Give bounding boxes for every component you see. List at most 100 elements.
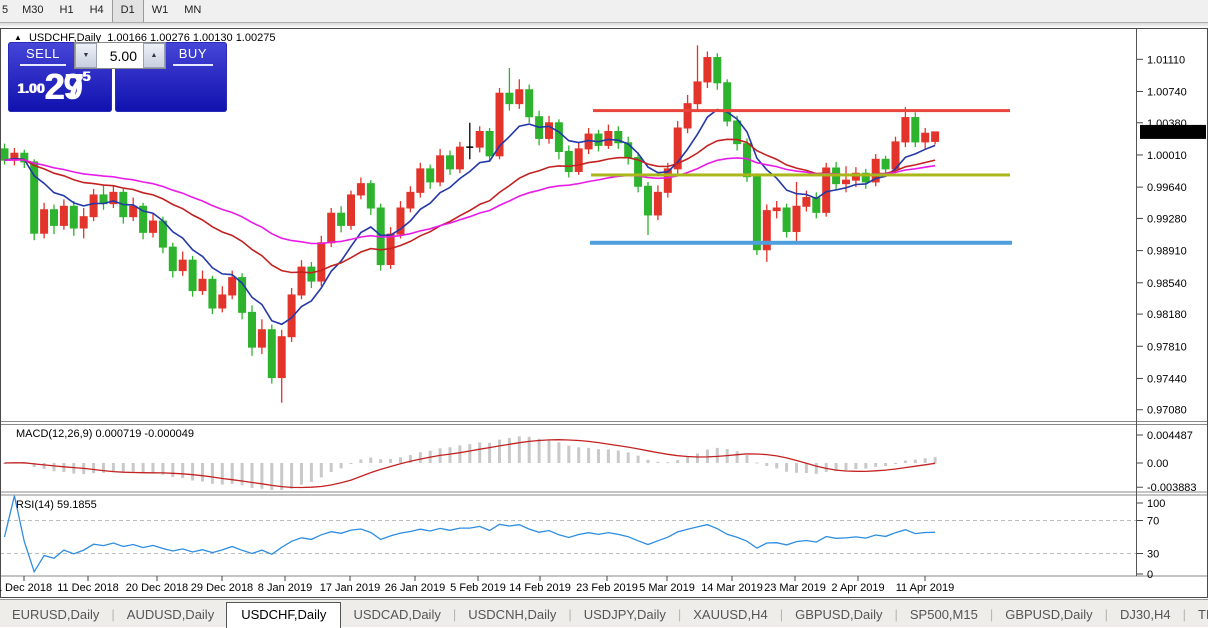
timeframe-button-mn[interactable]: MN bbox=[184, 4, 202, 16]
svg-text:-0.003883: -0.003883 bbox=[1147, 482, 1197, 494]
timeframe-button-h1[interactable]: H1 bbox=[59, 4, 74, 16]
svg-text:20 Dec 2018: 20 Dec 2018 bbox=[126, 582, 188, 594]
tab-gbpusd-daily[interactable]: GBPUSD,Daily bbox=[795, 607, 883, 622]
tab-separator: | bbox=[989, 607, 994, 622]
svg-text:23 Mar 2019: 23 Mar 2019 bbox=[764, 582, 826, 594]
sell-button[interactable]: SELL bbox=[20, 46, 66, 66]
sell-price-small: 1.00 bbox=[18, 80, 46, 96]
volume-control: ▼ ▲ bbox=[74, 42, 166, 69]
tab-sp500-m15[interactable]: SP500,M15 bbox=[909, 607, 978, 622]
chart-title: ▲ USDCHF,Daily 1.00166 1.00276 1.00130 1… bbox=[14, 32, 275, 44]
ma-fast-line bbox=[4, 108, 936, 326]
svg-text:17 Jan 2019: 17 Jan 2019 bbox=[320, 582, 381, 594]
tab-usdjpy-daily[interactable]: USDJPY,Daily bbox=[583, 607, 666, 622]
sell-price: 1.00275 bbox=[18, 66, 91, 108]
chart-canvas[interactable]: 1.01110 1.00740 1.00380 1.00010 0.99640 0.992… bbox=[0, 28, 1208, 598]
svg-text:2 Apr 2019: 2 Apr 2019 bbox=[831, 582, 884, 594]
svg-text:30: 30 bbox=[1147, 549, 1159, 561]
timeframe-button-h4[interactable]: H4 bbox=[89, 4, 104, 16]
hline-resistance bbox=[593, 109, 1010, 113]
svg-text:70: 70 bbox=[1147, 516, 1159, 528]
svg-text:14 Mar 2019: 14 Mar 2019 bbox=[701, 582, 763, 594]
timeframe-button-w1[interactable]: W1 bbox=[151, 4, 169, 16]
ma-slow-line bbox=[4, 157, 936, 245]
date-axis: 1 Dec 2018 11 Dec 2018 20 Dec 2018 29 Dec 2… bbox=[0, 576, 954, 594]
volume-input[interactable] bbox=[97, 43, 143, 68]
tab-gbpusd-daily[interactable]: GBPUSD,Daily bbox=[1005, 607, 1093, 622]
svg-text:0.98180: 0.98180 bbox=[1147, 309, 1187, 321]
svg-text:100: 100 bbox=[1147, 498, 1165, 510]
chart-tabbar: EURUSD,Daily | AUDUSD,Daily USDCHF,Daily USD… bbox=[0, 599, 1208, 628]
svg-text:14 Feb 2019: 14 Feb 2019 bbox=[509, 582, 571, 594]
volume-down-icon: ▼ bbox=[82, 52, 90, 59]
timeframe-button-m30[interactable]: M30 bbox=[22, 4, 44, 16]
svg-text:0.99640: 0.99640 bbox=[1147, 182, 1187, 194]
tab-separator: | bbox=[568, 607, 572, 622]
svg-text:0.98540: 0.98540 bbox=[1147, 278, 1187, 290]
tab-tech100-h1[interactable]: TECH100,H1 bbox=[1198, 607, 1208, 622]
buy-price-sup: 5 bbox=[82, 68, 91, 84]
tab-separator: | bbox=[111, 607, 115, 622]
rsi-line bbox=[3, 495, 936, 574]
tab-separator: | bbox=[894, 607, 898, 622]
buy-price-big: 29 bbox=[44, 66, 83, 107]
buy-price: 1.00295 bbox=[17, 66, 90, 108]
svg-text:0.97080: 0.97080 bbox=[1147, 405, 1187, 417]
tab-dj30-h4[interactable]: DJ30,H4 bbox=[1120, 607, 1171, 622]
svg-text:26 Jan 2019: 26 Jan 2019 bbox=[385, 582, 446, 594]
tab-separator: | bbox=[452, 607, 457, 622]
macd-signal-line bbox=[4, 439, 936, 489]
svg-text:1.01110: 1.01110 bbox=[1147, 54, 1185, 66]
timeframe-toolbar: 5 M30 H1 H4 D1 W1 MN bbox=[0, 0, 1208, 23]
svg-text:5 Feb 2019: 5 Feb 2019 bbox=[450, 582, 506, 594]
chart-ohlc-values: 1.00166 1.00276 1.00130 1.00275 bbox=[107, 32, 276, 44]
candles-layer bbox=[0, 45, 940, 403]
tab-audusd-daily[interactable]: AUDUSD,Daily bbox=[126, 607, 215, 622]
chart-symbol-label: USDCHF,Daily bbox=[28, 32, 102, 44]
tab-eurusd-daily[interactable]: EURUSD,Daily bbox=[12, 607, 100, 622]
svg-text:0.99280: 0.99280 bbox=[1147, 213, 1187, 225]
svg-text:11 Apr 2019: 11 Apr 2019 bbox=[896, 582, 955, 594]
price-axis: 1.011101.007401.003801.000100.996400.992… bbox=[1137, 54, 1206, 581]
svg-text:0.004487: 0.004487 bbox=[1147, 430, 1193, 442]
order-panel: SELL BUY 1.00275 1.00295 ▼ ▲ bbox=[8, 42, 227, 112]
svg-text:0.97810: 0.97810 bbox=[1147, 341, 1187, 353]
svg-text:1.00275: 1.00275 bbox=[1145, 127, 1185, 139]
tab-usdchf-daily[interactable]: USDCHF,Daily bbox=[226, 602, 342, 628]
chart-marker-icon: ▲ bbox=[14, 33, 22, 42]
tab-separator: | bbox=[677, 607, 682, 622]
current-price-box bbox=[1140, 124, 1206, 139]
tab-usdcnh-daily[interactable]: USDCNH,Daily bbox=[468, 607, 557, 622]
svg-text:0.97440: 0.97440 bbox=[1147, 373, 1187, 385]
volume-down-button[interactable]: ▼ bbox=[75, 43, 97, 68]
macd-label: MACD(12,26,9) 0.000719 -0.000049 bbox=[16, 428, 194, 440]
svg-text:23 Feb 2019: 23 Feb 2019 bbox=[576, 582, 638, 594]
svg-text:29 Dec 2018: 29 Dec 2018 bbox=[191, 582, 253, 594]
timeframe-button-d1[interactable]: D1 bbox=[111, 0, 144, 22]
svg-text:5 Mar 2019: 5 Mar 2019 bbox=[639, 582, 695, 594]
macd-histogram bbox=[3, 436, 937, 490]
sell-price-big: 27 bbox=[45, 66, 84, 107]
timeframe-button-5[interactable]: 5 bbox=[2, 4, 9, 16]
volume-up-button[interactable]: ▲ bbox=[143, 43, 165, 68]
rsi-label: RSI(14) 59.1855 bbox=[16, 499, 97, 511]
svg-text:11 Dec 2018: 11 Dec 2018 bbox=[57, 582, 119, 594]
svg-text:8 Jan 2019: 8 Jan 2019 bbox=[258, 582, 312, 594]
hline-pivot bbox=[591, 173, 1010, 177]
buy-price-small: 1.00 bbox=[17, 80, 45, 96]
toolbar-shadow bbox=[0, 23, 1208, 28]
ma-medium-line bbox=[4, 138, 936, 274]
buy-button[interactable]: BUY bbox=[172, 46, 213, 66]
svg-text:0.00: 0.00 bbox=[1147, 458, 1168, 470]
volume-up-icon: ▲ bbox=[150, 52, 158, 59]
tab-usdcad-daily[interactable]: USDCAD,Daily bbox=[353, 607, 441, 622]
tab-xauusd-h4[interactable]: XAUUSD,H4 bbox=[693, 607, 768, 622]
svg-text:1 Dec 2018: 1 Dec 2018 bbox=[0, 582, 52, 594]
tab-separator: | bbox=[779, 607, 784, 622]
svg-text:1.00740: 1.00740 bbox=[1147, 86, 1187, 98]
tab-separator: | bbox=[1182, 607, 1186, 622]
svg-text:0.98910: 0.98910 bbox=[1147, 246, 1187, 258]
tab-separator: | bbox=[1104, 607, 1109, 622]
hline-support bbox=[590, 240, 1012, 245]
svg-text:1.00010: 1.00010 bbox=[1147, 150, 1187, 162]
